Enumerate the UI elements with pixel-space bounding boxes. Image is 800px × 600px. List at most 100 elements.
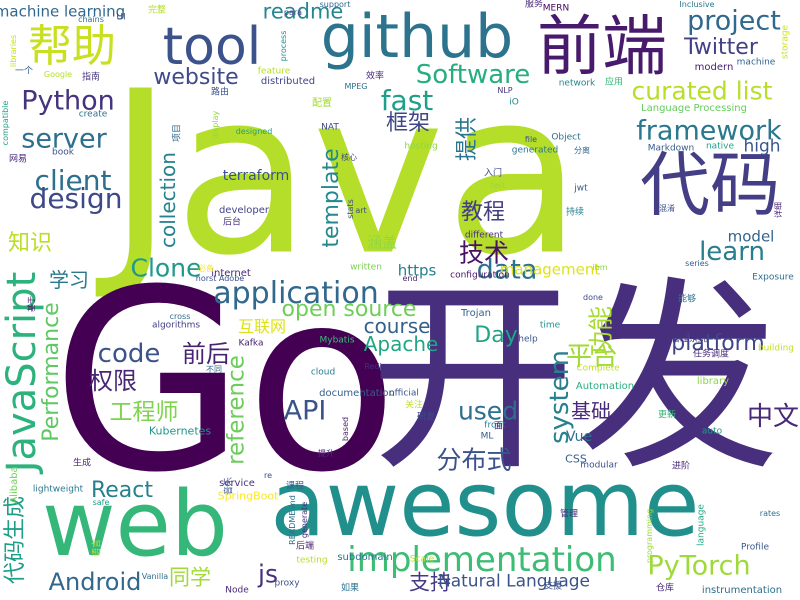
word-4efb-52a1-8c03-5ea6: 任务调度 — [692, 349, 730, 360]
word-652f-6301: 支持 — [409, 570, 451, 595]
word-course: course — [363, 314, 431, 338]
word-670d-52a1: 服务 — [524, 0, 544, 10]
word-art: art — [355, 206, 367, 215]
word-series: series — [685, 259, 709, 268]
word-official: official — [389, 388, 419, 399]
word-documentation: documentation — [319, 388, 395, 399]
word-7ba1-7406-7cfb-7edf: 管理系统 — [670, 334, 708, 345]
word-7814-53d1: 研发 — [416, 412, 436, 423]
word-platform: platform — [671, 331, 765, 356]
word-ibm: ibm — [592, 263, 608, 272]
word-testing: testing — [296, 555, 328, 566]
word-springboot: SpringBoot — [217, 489, 279, 503]
word-914d-7f6e: 配置 — [312, 98, 332, 109]
word-help: help — [518, 334, 538, 345]
word-reference: reference — [223, 355, 250, 465]
word-model: model — [727, 227, 775, 246]
word-apache: Apache — [363, 332, 439, 356]
word-6280-672f: 技术 — [458, 238, 510, 268]
word-design: design — [29, 182, 123, 215]
word-8be6-7ec6: 详细 — [774, 202, 783, 218]
word-done: done — [583, 293, 603, 302]
word-subdomain: subdomain — [337, 552, 393, 563]
word-native: native — [705, 141, 735, 152]
word-distributed: distributed — [260, 76, 316, 87]
word-language: language — [696, 504, 707, 546]
word-5fc5-5907: 必备 — [198, 264, 214, 273]
word-readme: readme — [262, 0, 344, 24]
word-6846-67b6: 框架 — [385, 111, 431, 136]
word-tool: tool — [162, 17, 262, 77]
word-client: client — [34, 164, 112, 197]
word-6df7-6dc6: 混淆 — [659, 204, 675, 213]
word-4e0d-540c: 不同 — [206, 365, 222, 374]
word-feature: feature — [257, 66, 291, 77]
word-modern: modern — [694, 62, 734, 73]
word-create: create — [78, 109, 108, 120]
word-management: management — [499, 260, 601, 279]
word-awesome: awesome — [270, 452, 700, 557]
word-test: test — [490, 181, 506, 190]
word-language-processing: Language Processing — [641, 103, 747, 114]
word-java: Java — [107, 43, 583, 306]
word-kafka: Kafka — [238, 338, 264, 349]
word-application: application — [213, 276, 379, 311]
word-twitter: Twitter — [684, 35, 758, 60]
word-vue: Vue — [565, 429, 593, 445]
word-compatible: compatible — [1, 100, 10, 146]
word-profile: Profile — [741, 542, 769, 553]
word-5206-79bb: 分离 — [574, 146, 590, 155]
word-mybatis: Mybatis — [319, 335, 355, 346]
word-machine: machine — [736, 57, 776, 68]
word-alibaba: Alibaba — [9, 466, 20, 504]
word-77e5-8bc6: 知识 — [7, 231, 53, 256]
word-learn: learn — [699, 237, 765, 267]
word-object: Object — [551, 132, 581, 143]
word-storage: storage — [780, 24, 791, 60]
word-4e00-4e2a: 一个 — [14, 66, 34, 77]
word-https: https — [397, 261, 437, 280]
word-machine-learning: machine learning — [0, 2, 126, 21]
word-open-source: open source — [281, 297, 417, 322]
word-5b8c-6574: 完整 — [147, 5, 167, 16]
word-5e73-53f0: 平台 — [565, 342, 619, 372]
word-collection: collection — [156, 152, 180, 248]
word-9762-8bd5: 面试 — [493, 421, 513, 432]
word-web: web — [41, 472, 229, 577]
word-8bfe-7a0b: 课程 — [285, 481, 305, 492]
word-display: display — [211, 110, 220, 140]
word-5165-95e8: 入门 — [483, 168, 503, 179]
word-5206-5e03-5f0f: 分布式 — [436, 445, 512, 475]
word-developer: developer — [218, 205, 270, 216]
word-7f51-6613: 网易 — [8, 154, 28, 165]
word-97f3-4e50: 音乐 — [224, 476, 235, 496]
word-4ee3-7801: 代码 — [640, 144, 780, 226]
word-readme-md: README.md — [288, 495, 297, 545]
word-5de5-7a0b-5e08: 工程师 — [109, 399, 179, 426]
word-implementation: implementation — [347, 540, 617, 580]
word-front: front — [484, 420, 506, 431]
word-configuration: configuration — [450, 270, 510, 281]
word-file: file — [524, 135, 538, 144]
word-6301-7eed: 持续 — [565, 207, 585, 218]
word-66f4-65b0: 更新 — [657, 410, 677, 421]
word-652f-63f4: 支援 — [543, 581, 563, 592]
word-4e92-8054-7f51: 互联网 — [237, 317, 287, 336]
word-node: Node — [225, 585, 249, 596]
word-clone: Clone — [130, 253, 202, 283]
word-redis: Redis — [364, 362, 386, 371]
word-5982-679c: 如果 — [340, 583, 360, 594]
word-support: support — [319, 0, 351, 9]
word-vanilla: Vanilla — [141, 572, 169, 581]
word-javascript: JavaScript — [0, 271, 45, 473]
word-api: API — [283, 395, 327, 427]
word-524d-7aef: 前端 — [536, 9, 668, 85]
word-library: library — [696, 376, 730, 387]
word-written: written — [350, 262, 382, 273]
word-hosting: hosting — [404, 141, 438, 152]
word-process: process — [279, 30, 288, 62]
word-software: Software — [415, 60, 531, 90]
word-based: based — [341, 416, 350, 442]
word-generate: generate — [300, 501, 309, 539]
word-chains: chains — [78, 15, 104, 24]
